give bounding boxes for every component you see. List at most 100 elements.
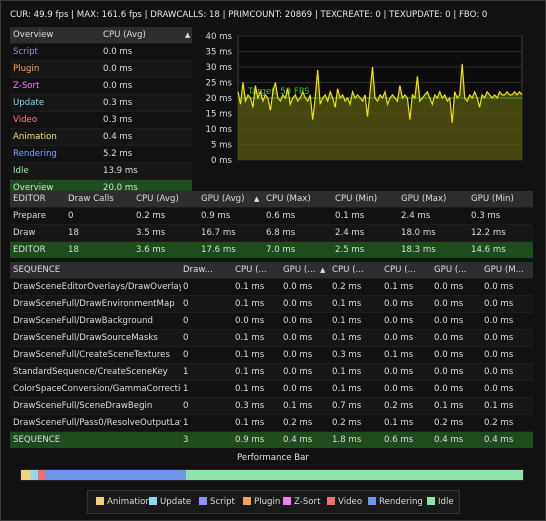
performance-segment-rendering — [45, 470, 186, 480]
overview-row-value: 0.4 ms — [103, 132, 133, 142]
table-cell: Prepare — [13, 211, 47, 221]
overview-row-name: Video — [13, 115, 38, 125]
table-cell: 0.4 ms — [434, 435, 464, 445]
table-row[interactable]: Draw 18 3.5 ms 16.7 ms 6.8 ms 2.4 ms 18.… — [10, 224, 533, 241]
legend-label: Idle — [438, 497, 454, 507]
table-cell: 0.1 ms — [235, 282, 265, 292]
table-cell: 0.0 ms — [484, 299, 514, 309]
sequence-header-cell[interactable]: GPU (M... — [484, 265, 524, 275]
table-row[interactable]: DrawSceneFull/SceneDrawBegin 0 0.3 ms 0.… — [10, 397, 533, 414]
overview-row-value: 0.0 ms — [103, 64, 133, 74]
table-cell: 0.0 ms — [384, 367, 414, 377]
sequence-table: SEQUENCE Draw... CPU (... GPU (... ▲ CPU… — [10, 262, 533, 448]
table-cell: DrawSceneFull/DrawEnvironmentMap — [13, 299, 175, 309]
table-cell: 0.0 ms — [484, 333, 514, 343]
table-cell: 18 — [68, 245, 79, 255]
table-row[interactable]: DrawSceneFull/DrawSourceMasks 0 0.1 ms 0… — [10, 329, 533, 346]
table-cell: 0.0 ms — [434, 333, 464, 343]
chart-tick-label: 10 ms — [205, 125, 232, 135]
overview-row[interactable]: Idle 13.9 ms — [10, 162, 192, 179]
legend-item-video: Video — [327, 497, 362, 507]
table-cell: 0.1 ms — [332, 367, 362, 377]
table-cell: 0.0 ms — [283, 350, 313, 360]
editor-header-cell[interactable]: CPU (Max) — [266, 194, 311, 204]
chart-tick-label: 40 ms — [205, 32, 232, 42]
table-cell: 0.1 ms — [335, 211, 365, 221]
table-row[interactable]: DrawSceneFull/CreateSceneTextures 0 0.1 … — [10, 346, 533, 363]
editor-header-cell[interactable]: EDITOR — [13, 194, 46, 204]
table-cell: 1 — [183, 418, 189, 428]
table-cell: 18.3 ms — [401, 245, 436, 255]
legend-item-script: Script — [199, 497, 235, 507]
table-cell: 0 — [183, 333, 189, 343]
table-cell: 0.0 ms — [434, 299, 464, 309]
table-row[interactable]: Prepare 0 0.2 ms 0.9 ms 0.6 ms 0.1 ms 2.… — [10, 207, 533, 224]
editor-header-cell[interactable]: GPU (Avg) — [201, 194, 245, 204]
chart-tick-label: 25 ms — [205, 79, 232, 89]
table-row[interactable]: DrawSceneFull/DrawEnvironmentMap 0 0.1 m… — [10, 295, 533, 312]
sequence-header-cell[interactable]: GPU (... — [434, 265, 467, 275]
table-cell: 0.1 ms — [384, 418, 414, 428]
editor-header-cell[interactable]: GPU (Min) — [471, 194, 514, 204]
table-cell: 0.0 ms — [434, 367, 464, 377]
overview-row[interactable]: Video 0.3 ms — [10, 111, 192, 128]
table-cell: 0.2 ms — [136, 211, 166, 221]
table-cell: 0.3 ms — [332, 350, 362, 360]
sequence-header-cell[interactable]: CPU (... — [384, 265, 416, 275]
performance-segment-idle — [185, 470, 523, 480]
performance-legend: Animation Update Script Plugin Z-Sort Video Re… — [87, 490, 460, 514]
table-row[interactable]: DrawSceneFull/Pass0/ResolveOutputLay 1 0… — [10, 414, 533, 431]
table-cell: DrawSceneFull/DrawBackground — [13, 316, 153, 326]
table-cell: 6.8 ms — [266, 228, 296, 238]
table-cell: 0.1 ms — [283, 401, 313, 411]
sequence-total-row[interactable]: SEQUENCE 3 0.9 ms 0.4 ms 1.8 ms 0.6 ms 0… — [10, 431, 533, 448]
sequence-header-cell[interactable]: SEQUENCE — [13, 265, 61, 275]
editor-header-cell[interactable]: GPU (Max) — [401, 194, 447, 204]
table-row[interactable]: ColorSpaceConversion/GammaCorrectio 1 0.… — [10, 380, 533, 397]
performance-segment-animation — [21, 470, 32, 480]
overview-row[interactable]: Animation 0.4 ms — [10, 128, 192, 145]
table-cell: 0.4 ms — [283, 435, 313, 445]
sequence-header-row: SEQUENCE Draw... CPU (... GPU (... ▲ CPU… — [10, 262, 533, 278]
overview-row[interactable]: Rendering 5.2 ms — [10, 145, 192, 162]
table-cell: 0 — [183, 401, 189, 411]
sort-ascending-icon: ▲ — [320, 266, 326, 274]
sequence-header-cell[interactable]: CPU (... — [332, 265, 364, 275]
chart-tick-label: 20 ms — [205, 94, 232, 104]
table-cell: 0.1 ms — [384, 282, 414, 292]
table-cell: 0.7 ms — [332, 401, 362, 411]
editor-header-cell[interactable]: Draw Calls — [68, 194, 114, 204]
table-cell: EDITOR — [13, 245, 46, 255]
table-cell: 0.1 ms — [484, 401, 514, 411]
overview-header-row: Overview CPU (Avg) ▲ — [10, 27, 192, 43]
table-row[interactable]: DrawSceneFull/DrawBackground 0 0.0 ms 0.… — [10, 312, 533, 329]
editor-header-cell[interactable]: CPU (Min) — [335, 194, 378, 204]
overview-header-cpu[interactable]: CPU (Avg) — [103, 30, 146, 40]
sequence-header-cell[interactable]: Draw... — [183, 265, 213, 275]
table-cell: 0.1 ms — [235, 333, 265, 343]
chart-tick-label: 5 ms — [211, 141, 233, 151]
sequence-header-cell[interactable]: GPU (... — [283, 265, 316, 275]
table-cell: 0.0 ms — [384, 299, 414, 309]
overview-row[interactable]: Update 0.3 ms — [10, 94, 192, 111]
overview-header-name[interactable]: Overview — [13, 30, 54, 40]
overview-row[interactable]: Script 0.0 ms — [10, 43, 192, 60]
table-cell: 0 — [68, 211, 74, 221]
overview-row[interactable]: Plugin 0.0 ms — [10, 60, 192, 77]
table-cell: 0.0 ms — [484, 367, 514, 377]
editor-total-row[interactable]: EDITOR 18 3.6 ms 17.6 ms 7.0 ms 2.5 ms 1… — [10, 241, 533, 258]
table-cell: 0.1 ms — [384, 350, 414, 360]
performance-segment-update — [31, 470, 39, 480]
sequence-header-cell[interactable]: CPU (... — [235, 265, 267, 275]
table-row[interactable]: DrawSceneEditorOverlays/DrawOverlayI 0 0… — [10, 278, 533, 295]
legend-item-idle: Idle — [427, 497, 454, 507]
table-cell: 0 — [183, 282, 189, 292]
table-cell: DrawSceneFull/Pass0/ResolveOutputLay — [13, 418, 181, 428]
table-row[interactable]: StandardSequence/CreateSceneKey 1 0.1 ms… — [10, 363, 533, 380]
editor-header-cell[interactable]: CPU (Avg) — [136, 194, 179, 204]
table-cell: 0.0 ms — [283, 282, 313, 292]
table-cell: 0.0 ms — [484, 350, 514, 360]
table-cell: 18 — [68, 228, 79, 238]
overview-row[interactable]: Z-Sort 0.0 ms — [10, 77, 192, 94]
overview-row-name: Update — [13, 98, 45, 108]
